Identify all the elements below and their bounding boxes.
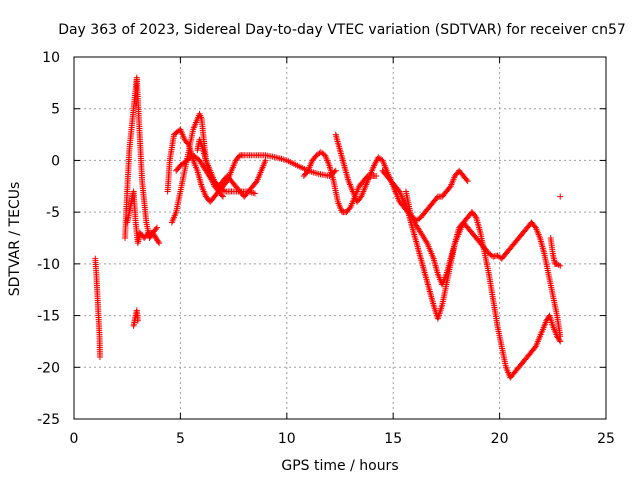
x-tick-label: 0 <box>70 431 79 447</box>
data-point <box>153 224 160 231</box>
data-point <box>357 194 364 201</box>
data-point <box>373 172 380 179</box>
data-point <box>152 225 159 232</box>
series-L <box>402 188 564 381</box>
series-I <box>332 131 471 224</box>
x-tick-label: 10 <box>278 431 296 447</box>
series-K <box>379 167 564 340</box>
data-point <box>96 353 103 360</box>
x-tick-label: 5 <box>176 431 185 447</box>
y-tick-label: 5 <box>51 102 60 118</box>
data-point <box>219 193 226 200</box>
data-point <box>218 192 225 199</box>
y-tick-label: -10 <box>37 257 60 273</box>
data-point <box>262 157 269 164</box>
data-point <box>251 190 258 197</box>
series-A <box>92 255 103 360</box>
series-N <box>557 193 564 200</box>
data-point <box>395 187 402 194</box>
data-point <box>304 169 311 176</box>
data-point <box>346 205 353 212</box>
y-tick-label: -15 <box>37 309 60 325</box>
data-point <box>220 187 227 194</box>
series-D <box>130 307 141 329</box>
data-point <box>531 344 538 351</box>
data-point <box>557 193 564 200</box>
data-point <box>156 240 163 247</box>
data-point <box>556 337 563 344</box>
x-axis-label: GPS time / hours <box>281 458 398 474</box>
data-point <box>557 338 564 345</box>
chart-title: Day 363 of 2023, Sidereal Day-to-day VTE… <box>58 22 626 38</box>
x-tick-label: 25 <box>597 431 615 447</box>
y-axis-label: SDTVAR / TECUs <box>7 182 23 297</box>
series-M <box>547 235 564 269</box>
series-H <box>173 152 258 197</box>
data-points <box>92 74 564 381</box>
y-tick-label: -5 <box>46 205 60 221</box>
series-B <box>122 74 163 247</box>
data-point <box>155 238 162 245</box>
data-point <box>134 317 141 324</box>
data-point <box>531 223 538 230</box>
plot-frame <box>73 56 607 420</box>
x-tick-label: 20 <box>491 431 509 447</box>
y-tick-label: 10 <box>42 50 60 66</box>
x-tick-label: 15 <box>384 431 402 447</box>
data-point <box>252 179 259 186</box>
data-point <box>464 178 471 185</box>
y-tick-label: -20 <box>37 360 60 376</box>
data-point <box>423 238 430 245</box>
series-C <box>124 188 160 247</box>
axis-ticks: 0 5 10 15 20 25 -25 -20 -15 -10 -5 0 5 10 <box>37 50 615 447</box>
series-J <box>300 149 380 216</box>
y-tick-label: -25 <box>37 412 60 428</box>
y-tick-label: 0 <box>51 153 60 169</box>
data-point <box>463 176 470 183</box>
data-point <box>557 262 564 269</box>
data-point <box>446 184 453 191</box>
data-point <box>472 213 479 220</box>
